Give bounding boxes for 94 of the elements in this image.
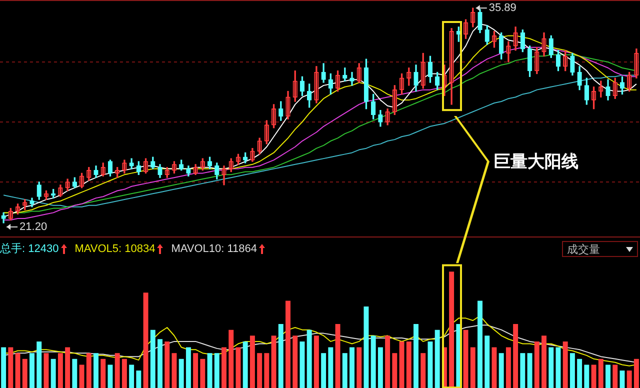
bar <box>65 347 70 388</box>
bar <box>15 353 20 388</box>
bar <box>598 358 604 388</box>
bar <box>114 353 120 388</box>
bar <box>250 336 255 388</box>
text: MAVOL5: 10834 <box>74 242 156 254</box>
bar <box>335 324 340 388</box>
bar <box>278 324 284 388</box>
bar <box>328 347 334 388</box>
bar <box>193 353 198 388</box>
bar <box>470 347 476 388</box>
bar <box>58 353 63 388</box>
bar <box>492 347 497 388</box>
bar <box>506 347 511 388</box>
bar <box>100 358 106 388</box>
bar <box>94 353 98 388</box>
bar <box>236 347 241 388</box>
bar <box>178 358 184 388</box>
bar <box>30 353 34 388</box>
bar <box>8 347 14 388</box>
bar <box>164 341 170 388</box>
bar <box>228 330 234 388</box>
bar <box>300 341 305 388</box>
bar <box>392 353 398 388</box>
bar <box>527 353 532 388</box>
bar <box>463 330 468 388</box>
bar <box>434 330 440 388</box>
bar <box>200 358 206 388</box>
bar <box>271 336 276 388</box>
bar <box>286 300 290 388</box>
bar <box>86 353 92 388</box>
bar <box>321 353 326 388</box>
bar <box>620 370 625 388</box>
bar <box>634 358 639 388</box>
bar <box>406 341 412 388</box>
text: 成交量 <box>567 242 600 256</box>
bar <box>378 347 383 388</box>
bar <box>570 353 575 388</box>
bar <box>420 353 426 388</box>
bar <box>72 358 78 388</box>
bar <box>172 353 177 388</box>
bar <box>314 336 319 388</box>
bar <box>498 353 504 388</box>
bar <box>370 336 376 388</box>
bar <box>207 353 212 388</box>
bar <box>22 358 28 388</box>
bar <box>478 300 482 388</box>
text: 总手: 12430 <box>0 242 59 256</box>
bar <box>50 358 56 388</box>
bar <box>143 292 148 388</box>
bar <box>122 358 127 388</box>
bar <box>257 353 262 388</box>
bar <box>79 364 84 388</box>
bar <box>292 336 298 388</box>
bar <box>428 341 433 388</box>
bar <box>342 353 348 388</box>
bar <box>520 353 526 388</box>
annotation: 21.20 <box>20 220 48 233</box>
bar <box>108 364 113 388</box>
bar <box>350 347 354 388</box>
bar <box>186 347 191 388</box>
bar <box>158 339 162 388</box>
bar <box>214 353 220 388</box>
text: MAVOL10: 11864 <box>171 242 258 254</box>
bar <box>1 347 6 388</box>
bar <box>399 341 404 388</box>
bar <box>385 336 390 388</box>
bar <box>44 353 49 388</box>
bar <box>548 347 554 388</box>
bar <box>612 364 618 388</box>
bar <box>136 370 142 388</box>
annotation: 巨量大阳线 <box>494 151 579 173</box>
bar <box>150 330 156 388</box>
bar <box>591 364 596 388</box>
bar <box>356 347 362 388</box>
bar <box>364 306 369 388</box>
bar <box>542 336 546 388</box>
bar <box>556 347 561 388</box>
bar <box>129 364 134 388</box>
bar <box>242 341 248 388</box>
bar <box>584 364 590 388</box>
bar <box>562 341 568 388</box>
bar <box>264 353 270 388</box>
bar <box>306 330 312 388</box>
bar <box>414 324 418 388</box>
bar <box>606 364 610 388</box>
bar <box>626 370 632 388</box>
bar <box>513 324 518 388</box>
bar <box>534 341 540 388</box>
bar <box>484 336 490 388</box>
bar <box>577 358 582 388</box>
bar <box>36 341 42 388</box>
bar <box>222 347 226 388</box>
annotation: 35.89 <box>488 2 516 14</box>
